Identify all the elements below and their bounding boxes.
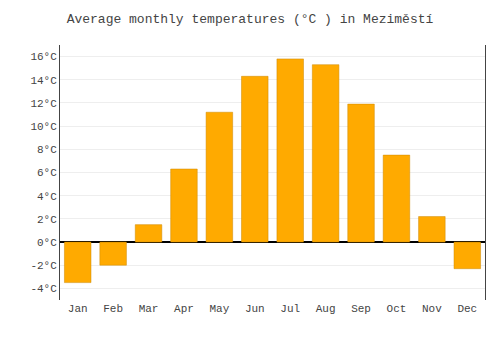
svg-text:10°C: 10°C (30, 121, 57, 133)
svg-text:Jan: Jan (68, 303, 88, 315)
svg-text:Jun: Jun (245, 303, 265, 315)
svg-text:4°C: 4°C (37, 191, 57, 203)
svg-text:Feb: Feb (103, 303, 123, 315)
svg-text:Sep: Sep (351, 303, 371, 315)
svg-text:Oct: Oct (387, 303, 407, 315)
svg-text:Apr: Apr (174, 303, 194, 315)
svg-text:14°C: 14°C (30, 75, 57, 87)
svg-text:Dec: Dec (457, 303, 477, 315)
svg-text:0°C: 0°C (37, 237, 57, 249)
svg-text:-2°C: -2°C (30, 260, 57, 272)
svg-text:Jul: Jul (280, 303, 300, 315)
svg-text:Aug: Aug (316, 303, 336, 315)
svg-text:12°C: 12°C (30, 98, 57, 110)
svg-text:-4°C: -4°C (30, 283, 57, 295)
svg-text:Nov: Nov (422, 303, 442, 315)
svg-text:Average monthly temperatures (: Average monthly temperatures (°C ) in Me… (67, 12, 434, 27)
svg-text:16°C: 16°C (30, 51, 57, 63)
svg-text:May: May (209, 303, 229, 315)
svg-text:8°C: 8°C (37, 144, 57, 156)
svg-text:2°C: 2°C (37, 214, 57, 226)
svg-text:6°C: 6°C (37, 167, 57, 179)
svg-text:Mar: Mar (139, 303, 159, 315)
